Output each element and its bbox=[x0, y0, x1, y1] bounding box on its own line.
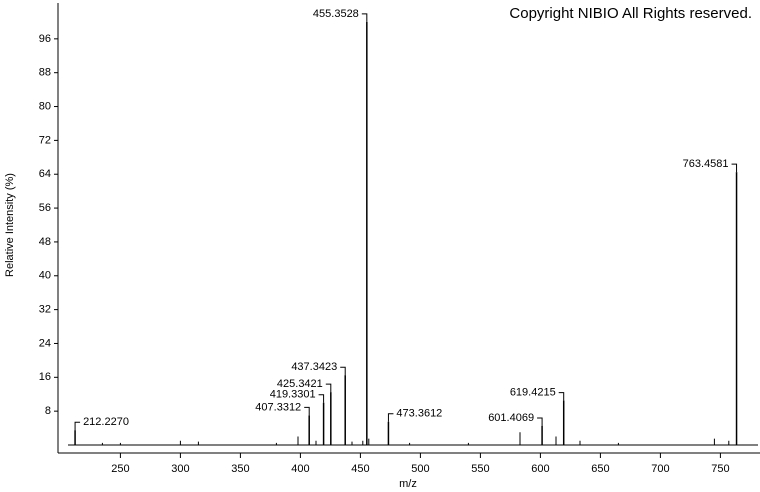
y-tick-label: 96 bbox=[39, 33, 51, 45]
peak-label: 455.3528 bbox=[313, 8, 359, 20]
label-leader bbox=[325, 383, 332, 393]
label-leader bbox=[74, 421, 81, 431]
y-tick-label: 88 bbox=[39, 67, 51, 79]
label-leader bbox=[318, 394, 325, 403]
y-tick-label: 48 bbox=[39, 236, 51, 248]
label-leader bbox=[731, 163, 738, 173]
y-tick-label: 16 bbox=[39, 371, 51, 383]
y-tick-label: 56 bbox=[39, 202, 51, 214]
peak-label: 212.2270 bbox=[83, 416, 129, 428]
x-tick-label: 400 bbox=[291, 463, 309, 475]
label-leader bbox=[387, 413, 394, 422]
peak-label: 619.4215 bbox=[510, 386, 556, 398]
label-leader bbox=[361, 13, 368, 22]
peak-label: 473.3612 bbox=[396, 408, 442, 420]
x-tick-label: 500 bbox=[411, 463, 429, 475]
x-tick-label: 300 bbox=[171, 463, 189, 475]
x-axis-label: m/z bbox=[399, 478, 417, 490]
copyright: Copyright NIBIO All Rights reserved. bbox=[509, 5, 752, 22]
label-leader bbox=[340, 366, 346, 376]
y-tick-label: 8 bbox=[45, 405, 51, 417]
label-leader bbox=[304, 406, 310, 416]
x-tick-label: 450 bbox=[351, 463, 369, 475]
x-tick-label: 250 bbox=[111, 463, 129, 475]
peak-label: 419.3301 bbox=[270, 389, 316, 401]
y-tick-label: 64 bbox=[39, 168, 51, 180]
x-tick-label: 600 bbox=[531, 463, 549, 475]
x-tick-label: 700 bbox=[651, 463, 669, 475]
y-axis-label: Relative Intensity (%) bbox=[4, 173, 16, 277]
y-tick-label: 80 bbox=[39, 100, 51, 112]
y-tick-label: 72 bbox=[39, 134, 51, 146]
label-leader bbox=[537, 417, 543, 426]
y-tick-label: 24 bbox=[39, 337, 51, 349]
peak-label: 763.4581 bbox=[683, 158, 729, 170]
x-tick-label: 350 bbox=[231, 463, 249, 475]
y-tick-label: 32 bbox=[39, 304, 51, 316]
x-tick-label: 750 bbox=[711, 463, 729, 475]
peak-label: 601.4069 bbox=[488, 412, 534, 424]
peak-label: 437.3423 bbox=[291, 361, 337, 373]
y-tick-label: 40 bbox=[39, 270, 51, 282]
x-tick-label: 550 bbox=[471, 463, 489, 475]
x-tick-label: 650 bbox=[591, 463, 609, 475]
peak-label: 407.3312 bbox=[255, 401, 301, 413]
peak-label: 425.3421 bbox=[277, 378, 323, 390]
label-leader bbox=[558, 392, 565, 401]
